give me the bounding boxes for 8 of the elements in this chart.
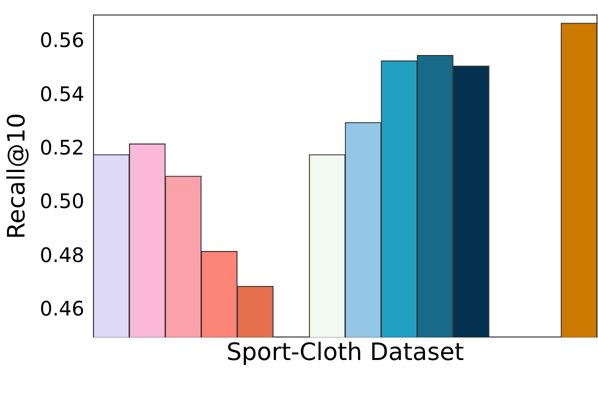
x-axis-title: Sport-Cloth Dataset [226,338,464,366]
y-tick-label: 0.56 [40,28,84,52]
y-tick-label: 0.46 [40,296,84,321]
y-tick-label: 0.50 [40,189,84,214]
y-tick-label: 0.54 [40,82,84,106]
y-tick-label: 0.52 [40,135,84,160]
y-tick-label: 0.48 [40,242,84,267]
y-axis-title: Recall@10 [2,113,31,240]
